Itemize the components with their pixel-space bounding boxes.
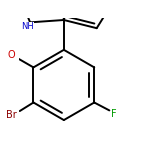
Text: NH: NH xyxy=(21,22,34,31)
Text: F: F xyxy=(111,109,117,119)
Text: Br: Br xyxy=(6,110,17,120)
Text: O: O xyxy=(8,50,15,60)
